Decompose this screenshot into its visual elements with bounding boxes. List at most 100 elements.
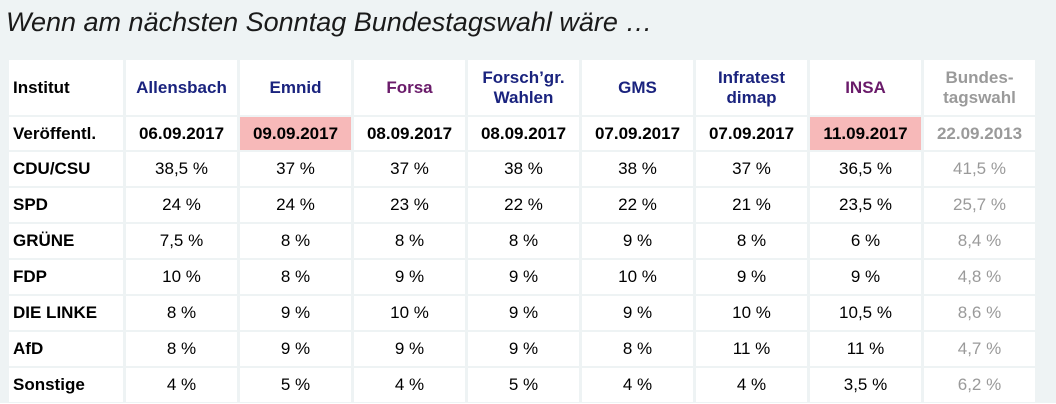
value-cell: 38,5 % [126,152,237,186]
institute-name: Emnid [269,77,322,97]
value-cell: 21 % [696,188,807,222]
date-cell: 08.09.2017 [354,117,465,150]
party-label: SPD [9,188,123,222]
value-cell: 4 % [354,368,465,402]
value-cell: 10 % [126,260,237,294]
value-cell: 24 % [126,188,237,222]
value-cell: 38 % [468,152,579,186]
value-cell: 11 % [696,332,807,366]
poll-table-container: Institut Allensbach Emnid Forsa Forsch’g… [0,50,1056,403]
value-cell: 37 % [240,152,351,186]
table-row: FDP 10 % 8 % 9 % 9 % 10 % 9 % 9 % 4,8 % [9,260,1035,294]
value-cell: 23,5 % [810,188,921,222]
value-cell: 36,5 % [810,152,921,186]
institute-name: Infratest dimap [717,67,786,107]
header-institute-insa: INSA [810,60,921,115]
table-row: GRÜNE 7,5 % 8 % 8 % 8 % 9 % 8 % 6 % 8,4 … [9,224,1035,258]
institute-name: INSA [845,77,886,97]
value-cell: 24 % [240,188,351,222]
institute-name: Forsch’gr. Wahlen [482,67,565,107]
party-label: Sonstige [9,368,123,402]
party-label: FDP [9,260,123,294]
table-row: CDU/CSU 38,5 % 37 % 37 % 38 % 38 % 37 % … [9,152,1035,186]
value-cell-election: 41,5 % [924,152,1035,186]
value-cell: 9 % [354,332,465,366]
header-institute-gms: GMS [582,60,693,115]
table-row: DIE LINKE 8 % 9 % 10 % 9 % 9 % 10 % 10,5… [9,296,1035,330]
institute-name: Allensbach [136,77,227,97]
value-cell-election: 25,7 % [924,188,1035,222]
value-cell: 8 % [126,332,237,366]
value-cell: 3,5 % [810,368,921,402]
value-cell-election: 4,8 % [924,260,1035,294]
party-label: CDU/CSU [9,152,123,186]
value-cell: 4 % [696,368,807,402]
value-cell-election: 8,6 % [924,296,1035,330]
date-cell: 07.09.2017 [696,117,807,150]
header-institute-forsa: Forsa [354,60,465,115]
value-cell: 9 % [468,260,579,294]
value-cell: 6 % [810,224,921,258]
value-cell: 22 % [468,188,579,222]
date-cell-election: 22.09.2013 [924,117,1035,150]
value-cell: 7,5 % [126,224,237,258]
title-bar: Wenn am nächsten Sonntag Bundestagswahl … [0,0,1056,50]
value-cell: 9 % [240,332,351,366]
value-cell-election: 8,4 % [924,224,1035,258]
institute-name: GMS [618,77,657,97]
poll-table: Institut Allensbach Emnid Forsa Forsch’g… [6,58,1038,404]
header-institute-emnid: Emnid [240,60,351,115]
page-title: Wenn am nächsten Sonntag Bundestagswahl … [6,7,653,37]
value-cell: 9 % [240,296,351,330]
value-cell: 10 % [354,296,465,330]
value-cell: 37 % [696,152,807,186]
value-cell: 22 % [582,188,693,222]
value-cell-election: 4,7 % [924,332,1035,366]
value-cell: 8 % [582,332,693,366]
value-cell: 4 % [126,368,237,402]
value-cell: 9 % [354,260,465,294]
value-cell: 8 % [696,224,807,258]
value-cell: 8 % [468,224,579,258]
table-row: Sonstige 4 % 5 % 4 % 5 % 4 % 4 % 3,5 % 6… [9,368,1035,402]
date-cell: 08.09.2017 [468,117,579,150]
value-cell: 38 % [582,152,693,186]
value-cell: 9 % [468,332,579,366]
header-bundestagswahl: Bundes- tagswahl [924,60,1035,115]
table-row: SPD 24 % 24 % 23 % 22 % 22 % 21 % 23,5 %… [9,188,1035,222]
value-cell: 9 % [468,296,579,330]
value-cell-election: 6,2 % [924,368,1035,402]
value-cell: 4 % [582,368,693,402]
value-cell: 8 % [240,224,351,258]
party-label: AfD [9,332,123,366]
date-cell: 07.09.2017 [582,117,693,150]
header-institute-infratest-dimap: Infratest dimap [696,60,807,115]
value-cell: 5 % [468,368,579,402]
institute-name: Bundes- tagswahl [943,67,1016,107]
date-row-label: Veröffentl. [9,117,123,150]
value-cell: 5 % [240,368,351,402]
institute-name: Forsa [386,77,433,97]
date-cell: 06.09.2017 [126,117,237,150]
value-cell: 9 % [582,224,693,258]
value-cell: 9 % [696,260,807,294]
value-cell: 11 % [810,332,921,366]
date-cell-highlighted: 11.09.2017 [810,117,921,150]
party-label: DIE LINKE [9,296,123,330]
value-cell: 8 % [354,224,465,258]
value-cell: 8 % [240,260,351,294]
header-label-institut: Institut [9,60,123,115]
date-row: Veröffentl. 06.09.2017 09.09.2017 08.09.… [9,117,1035,150]
value-cell: 10 % [696,296,807,330]
header-institute-allensbach: Allensbach [126,60,237,115]
value-cell: 10 % [582,260,693,294]
value-cell: 9 % [582,296,693,330]
value-cell: 37 % [354,152,465,186]
value-cell: 9 % [810,260,921,294]
value-cell: 23 % [354,188,465,222]
date-cell-highlighted: 09.09.2017 [240,117,351,150]
value-cell: 10,5 % [810,296,921,330]
value-cell: 8 % [126,296,237,330]
party-label: GRÜNE [9,224,123,258]
header-institute-forschgr-wahlen: Forsch’gr. Wahlen [468,60,579,115]
